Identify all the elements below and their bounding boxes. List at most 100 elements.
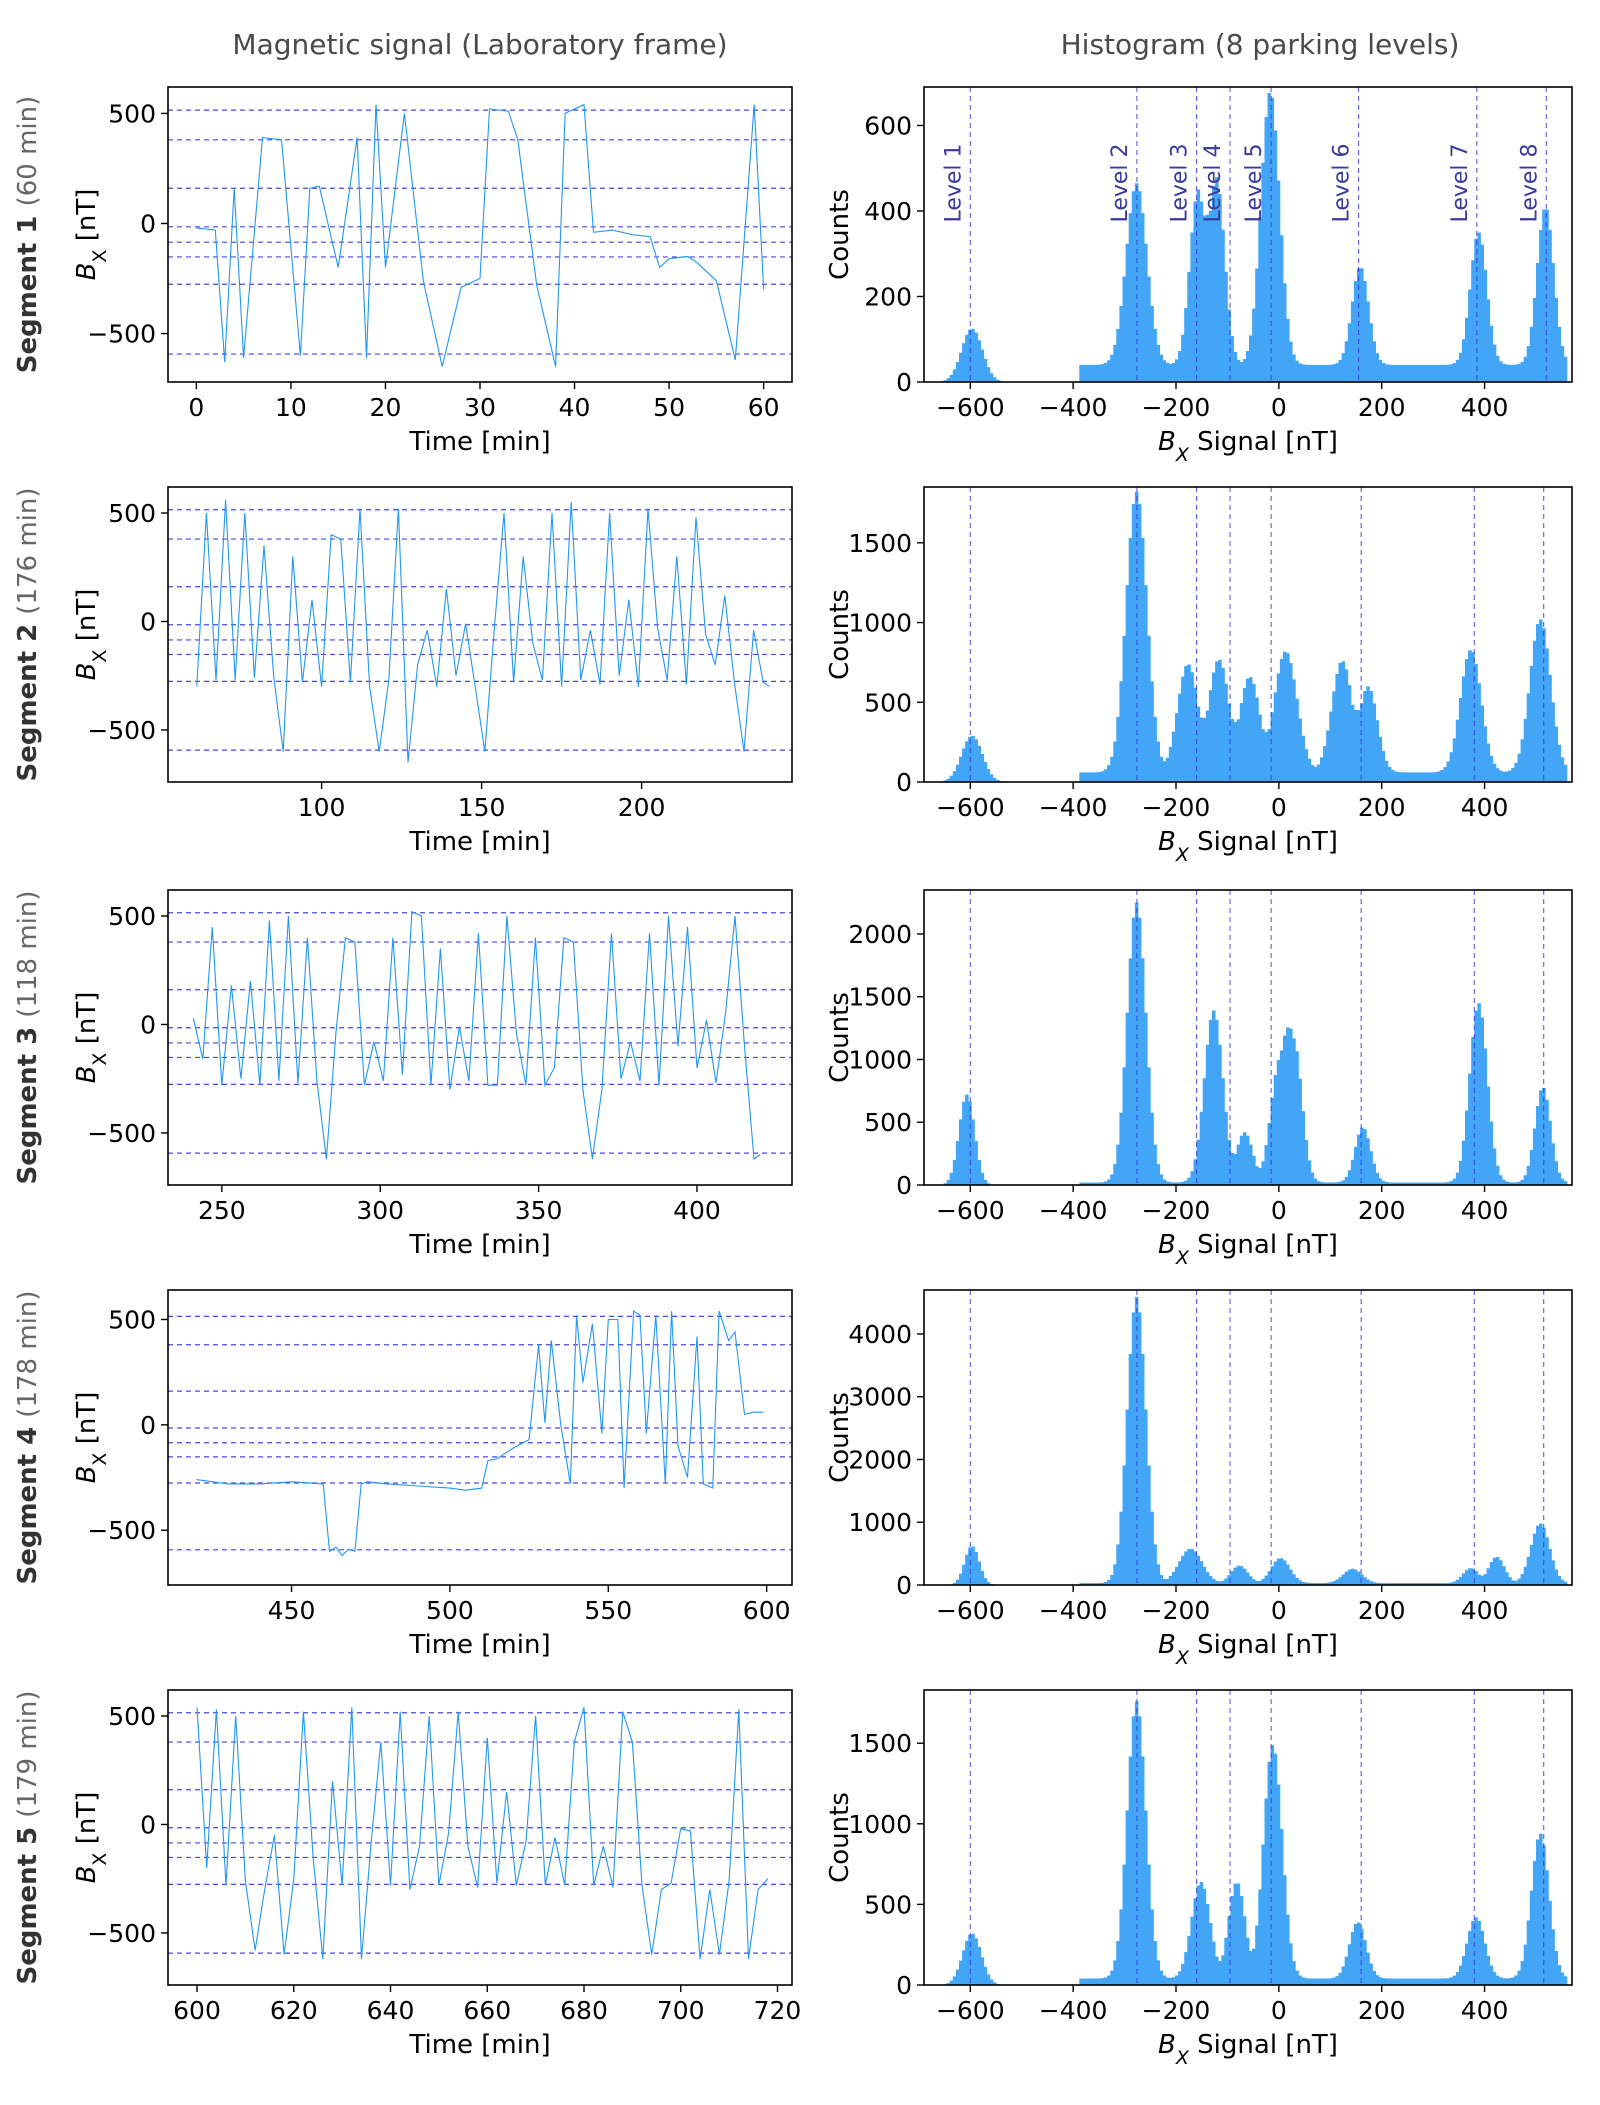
histogram-bar (1270, 1566, 1275, 1585)
histogram-bar (1545, 648, 1549, 782)
histogram-bar (1329, 1182, 1333, 1185)
histogram-bar (1295, 1577, 1299, 1585)
histogram-bar (1440, 770, 1444, 782)
histogram-bar (1159, 1574, 1163, 1585)
histogram-bar (1079, 364, 1083, 382)
histogram-bar (1199, 1882, 1204, 1985)
histogram-bar (955, 361, 960, 382)
histogram-bar (1409, 364, 1413, 382)
histogram-bar (1369, 323, 1373, 382)
histogram-bar (1492, 1972, 1497, 1985)
histogram-bar (1190, 232, 1194, 382)
histogram-bar (1499, 1560, 1503, 1585)
histogram-bar (1088, 1978, 1093, 1985)
histogram-bar (971, 1119, 975, 1185)
histogram-bar (1255, 1166, 1259, 1185)
x-axis-label: Time [min] (408, 2030, 550, 2060)
histogram-bar (1125, 1810, 1130, 1985)
histogram-bar (1205, 1044, 1210, 1185)
histogram-bar (1215, 177, 1219, 382)
x-tick-label: 0 (1271, 1196, 1287, 1225)
histogram-bar (1480, 705, 1484, 782)
histogram-bar (1292, 1574, 1296, 1585)
y-axis-label: BX [nT] (72, 1392, 111, 1484)
histogram-bar (1409, 1182, 1413, 1185)
histogram-bar (1122, 1465, 1126, 1585)
histogram-bar (1141, 1756, 1145, 1985)
x-tick-label: 450 (268, 1596, 316, 1625)
histogram-bar (1557, 1172, 1562, 1185)
histogram-bar (1529, 1890, 1534, 1985)
histogram-bar (1110, 1174, 1114, 1185)
time-series-panel: 450 500 550 600 −500 0 500 Time [min] BX [nT] (72, 1289, 793, 1660)
histogram-bar (1184, 1952, 1188, 1985)
histogram-bar (1279, 1828, 1284, 1985)
histogram-bar (1458, 698, 1463, 782)
histogram-bar (965, 334, 969, 382)
histogram-bar (1273, 1753, 1278, 1985)
histogram-bar (1499, 770, 1503, 782)
histogram-bar (1215, 1019, 1219, 1185)
histogram-bar (1551, 263, 1555, 382)
histogram-bar (1400, 1583, 1404, 1585)
histogram-bar (1104, 1181, 1108, 1185)
histogram-bar (1267, 1571, 1271, 1585)
histogram-bar (1313, 364, 1318, 382)
y-tick-label: 500 (108, 499, 156, 528)
histogram-bar (1551, 1929, 1555, 1985)
x-tick-label: −600 (936, 1596, 1005, 1625)
histogram-bar (1137, 191, 1142, 382)
histogram-bar (1205, 1904, 1210, 1985)
y-tick-label: 1500 (848, 1729, 912, 1758)
histogram-bar (1224, 683, 1228, 782)
histogram-bar (952, 1976, 957, 1985)
histogram-bar (1289, 1943, 1293, 1985)
histogram-bar (1437, 1978, 1441, 1985)
histogram-bar (1357, 710, 1361, 782)
histogram-bar (1100, 771, 1105, 782)
y-tick-label: 0 (140, 1411, 156, 1440)
histogram-bar (1208, 1575, 1213, 1585)
histogram-bar (1443, 364, 1447, 382)
histogram-bar (1542, 1527, 1546, 1585)
histogram-bar (1465, 659, 1469, 782)
histogram-bar (1162, 1179, 1167, 1185)
y-axis-label: Counts (825, 992, 855, 1083)
histogram-bar (1310, 1172, 1315, 1185)
histogram-bar (1156, 1564, 1160, 1585)
histogram-bar (1298, 718, 1302, 782)
histogram-bar (1495, 1165, 1500, 1185)
histogram-bar (1215, 661, 1219, 782)
histogram-bar (1381, 363, 1386, 382)
histogram-bar (1178, 1971, 1182, 1985)
histogram-bar (1341, 1180, 1346, 1185)
histogram-bar (1267, 1123, 1271, 1185)
histogram-bar (1258, 714, 1262, 782)
histogram-bar (1141, 958, 1145, 1185)
histogram-bar (1199, 1561, 1204, 1585)
histogram-bar (1344, 1176, 1349, 1185)
histogram-bar (1171, 363, 1176, 382)
histogram-bar (1326, 730, 1330, 782)
histogram-bar (1113, 741, 1117, 782)
histogram-bar (1489, 325, 1494, 382)
histogram-bar (1079, 772, 1083, 782)
histogram-bar (1273, 1074, 1278, 1185)
histogram-bar (996, 379, 1000, 382)
histogram-bar (1465, 317, 1469, 382)
x-tick-label: 200 (1358, 1196, 1406, 1225)
histogram-bar (1369, 1581, 1373, 1585)
histogram-bar (1301, 1977, 1305, 1985)
histogram-bar (1415, 1978, 1420, 1985)
histogram-bar (1532, 1533, 1537, 1585)
histogram-bar (1529, 326, 1534, 382)
histogram-bar (1545, 209, 1549, 382)
histogram-bar (1526, 693, 1531, 782)
histogram-bar (1242, 1132, 1247, 1185)
histogram-bar (1403, 1182, 1407, 1185)
histogram-bar (1338, 359, 1342, 382)
histogram-bar (1168, 1182, 1173, 1185)
x-tick-label: 0 (1271, 793, 1287, 822)
histogram-bar (1406, 1182, 1410, 1185)
histogram-bar (1082, 772, 1086, 782)
